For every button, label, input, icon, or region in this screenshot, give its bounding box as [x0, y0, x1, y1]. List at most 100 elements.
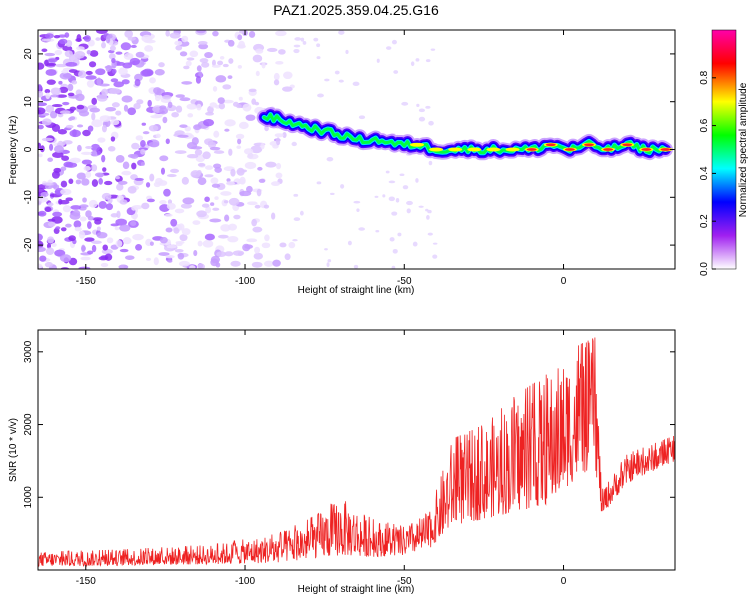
noise-blob [68, 257, 78, 266]
noise-blob [165, 30, 170, 37]
noise-blob [222, 84, 232, 90]
noise-blob [197, 240, 203, 247]
noise-blob [406, 200, 413, 206]
noise-blob [275, 30, 287, 37]
noise-blob [96, 232, 108, 239]
noise-blob [64, 32, 70, 38]
noise-blob [85, 171, 92, 178]
noise-blob [300, 37, 305, 42]
noise-blob [230, 168, 236, 177]
noise-blob [162, 95, 172, 100]
noise-blob [38, 210, 47, 217]
noise-blob [166, 244, 177, 249]
noise-blob [167, 259, 173, 263]
noise-blob [41, 48, 48, 53]
noise-blob [47, 202, 54, 207]
noise-blob [273, 72, 280, 81]
noise-blob [246, 153, 259, 160]
noise-blob [105, 203, 114, 211]
noise-blob [134, 78, 141, 87]
noise-blob [78, 230, 86, 239]
noise-blob [418, 205, 424, 208]
noise-blob [69, 106, 77, 111]
noise-blob [110, 78, 119, 83]
noise-blob [154, 69, 165, 76]
noise-blob [211, 64, 221, 68]
noise-blob [127, 36, 136, 41]
noise-blob [38, 142, 41, 149]
noise-blob [181, 35, 189, 43]
noise-blob [223, 200, 229, 204]
noise-blob [153, 87, 162, 94]
noise-blob [242, 103, 252, 112]
noise-blob [65, 62, 78, 67]
noise-blob [252, 226, 263, 233]
noise-blob [98, 178, 103, 185]
noise-blob [170, 168, 180, 174]
noise-blob [83, 35, 91, 42]
noise-blob [38, 102, 48, 107]
noise-blob [247, 201, 258, 206]
noise-blob [167, 101, 173, 109]
noise-blob [56, 94, 68, 98]
noise-blob [204, 165, 214, 170]
noise-blob [135, 51, 145, 58]
noise-blob [416, 103, 420, 107]
noise-blob [144, 45, 154, 52]
noise-blob [427, 209, 432, 214]
tone-core [564, 148, 575, 151]
noise-blob [60, 188, 72, 196]
noise-blob [130, 221, 137, 227]
noise-blob [254, 204, 261, 209]
noise-blob [42, 197, 49, 203]
noise-blob [86, 49, 91, 55]
noise-blob [131, 142, 140, 150]
noise-blob [124, 255, 135, 260]
noise-blob [61, 69, 69, 74]
noise-blob [180, 203, 193, 209]
noise-blob [326, 262, 330, 268]
noise-blob [397, 232, 402, 237]
noise-blob [81, 159, 93, 165]
noise-blob [132, 233, 144, 241]
noise-blob [415, 178, 419, 183]
colorbar-tick-label: 0.8 [699, 70, 710, 84]
noise-blob [119, 224, 131, 232]
noise-blob [181, 228, 191, 236]
noise-blob [227, 223, 238, 231]
noise-blob [163, 188, 171, 197]
noise-blob [209, 218, 222, 223]
noise-blob [358, 227, 366, 231]
noise-blob [212, 86, 218, 92]
noise-blob [174, 40, 183, 46]
noise-blob [142, 131, 150, 135]
noise-blob [224, 214, 230, 222]
noise-blob [189, 50, 199, 58]
noise-blob [45, 247, 55, 255]
noise-blob [134, 177, 144, 181]
noise-blob [124, 30, 133, 38]
noise-blob [166, 174, 177, 178]
noise-blob [222, 99, 234, 104]
noise-blob [149, 77, 156, 84]
noise-blob [236, 167, 245, 176]
noise-blob [204, 51, 213, 59]
noise-blob [219, 55, 225, 60]
noise-blob [158, 252, 170, 257]
noise-blob [110, 136, 116, 142]
noise-blob [76, 46, 85, 51]
noise-blob [216, 251, 227, 257]
noise-blob [51, 216, 63, 224]
noise-blob [41, 137, 54, 142]
noise-blob [115, 154, 125, 163]
noise-blob [252, 54, 263, 63]
noise-blob [121, 79, 130, 85]
noise-blob [270, 181, 281, 187]
noise-blob [82, 197, 87, 203]
noise-blob [338, 30, 345, 35]
noise-blob [391, 265, 396, 269]
noise-blob [47, 236, 55, 244]
noise-blob [382, 194, 386, 198]
noise-blob [38, 233, 43, 241]
noise-blob [45, 69, 57, 76]
